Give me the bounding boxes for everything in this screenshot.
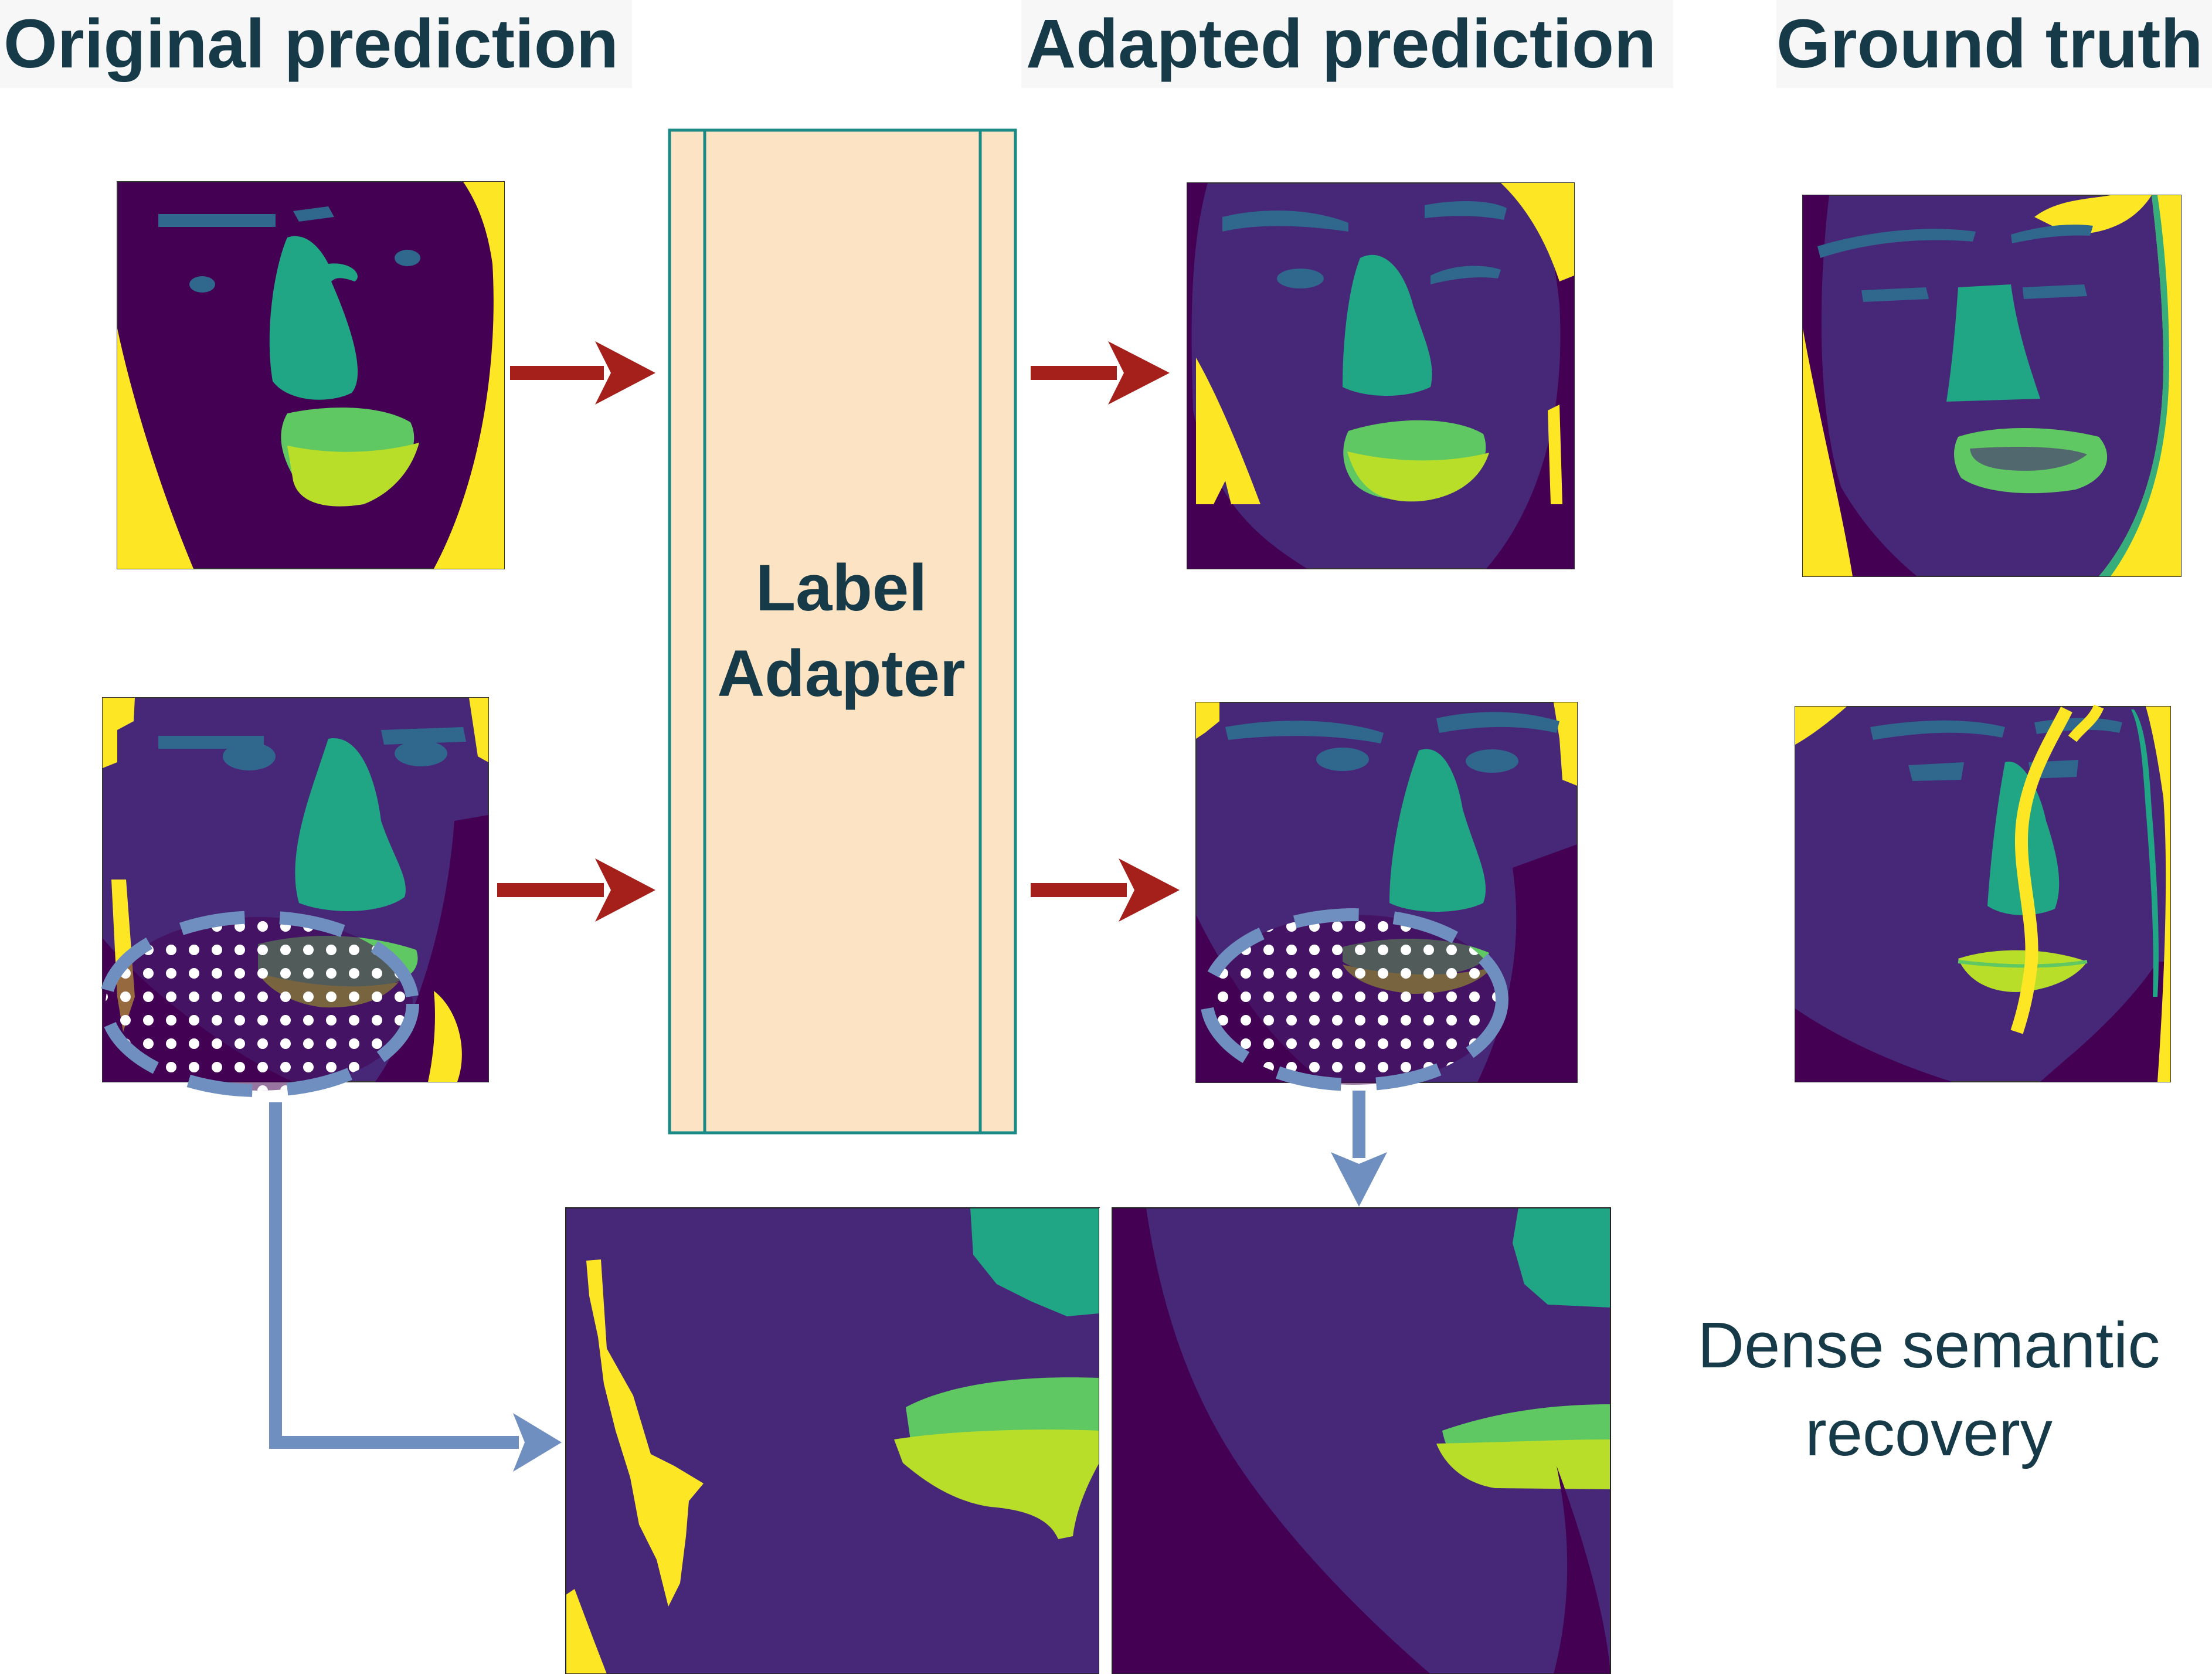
face-map-ground-truth-top: [1802, 195, 2182, 577]
arrow-original-top-to-adapter: [510, 341, 655, 405]
arrow-original-bottom-to-adapter: [497, 858, 655, 922]
caption-line1: Dense semantic: [1697, 1309, 2160, 1381]
face-map-original-top: [117, 181, 505, 569]
heading-adapted-prediction: Adapted prediction: [1021, 0, 1673, 88]
label-adapter-box: [668, 128, 1017, 1135]
zoom-arrow-adapted: [1331, 1091, 1387, 1207]
heading-original-prediction: Original prediction: [0, 0, 632, 88]
label-adapter-line1: Label: [755, 551, 927, 624]
face-map-ground-truth-bottom: [1795, 704, 2171, 1082]
zoom-crop-adapted: [1112, 1207, 1611, 1674]
label-adapter-text: Label Adapter: [668, 545, 1014, 717]
arrow-adapter-to-adapted-bottom: [1031, 858, 1180, 922]
face-map-original-bottom: [99, 697, 489, 1097]
label-adapter-line2: Adapter: [717, 637, 966, 710]
face-map-adapted-bottom: [1195, 702, 1578, 1091]
zoom-arrow-original: [269, 1102, 562, 1472]
dense-semantic-recovery-caption: Dense semantic recovery: [1683, 1302, 2175, 1478]
caption-line2: recovery: [1805, 1397, 2053, 1469]
heading-ground-truth: Ground truth: [1776, 0, 2212, 88]
face-map-adapted-top: [1187, 182, 1575, 569]
zoom-crop-original: [565, 1207, 1100, 1674]
arrow-adapter-to-adapted-top: [1031, 341, 1170, 405]
